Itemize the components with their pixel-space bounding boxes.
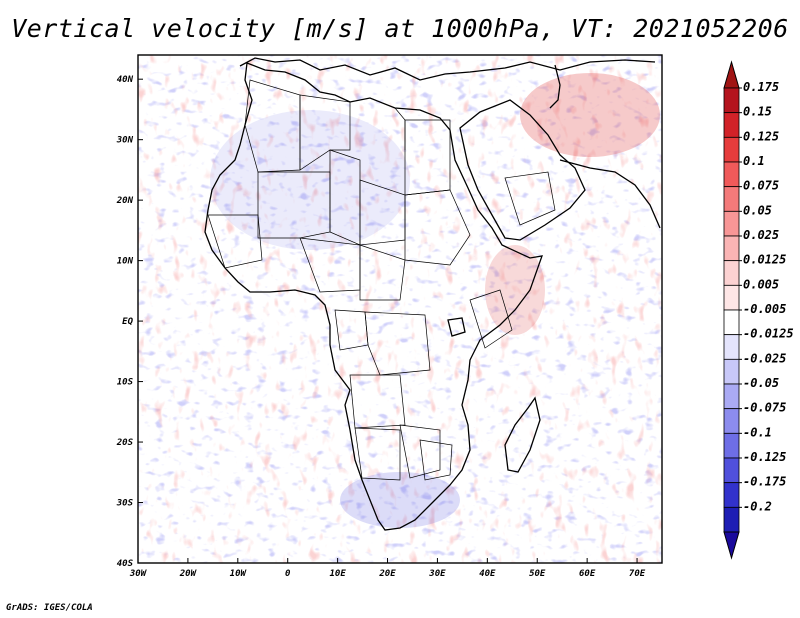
colorbar-label: -0.005 [743,302,786,316]
colorbar-swatch [723,506,740,533]
colorbar-label: -0.1 [743,425,772,439]
colorbar-label: 0.125 [743,129,779,143]
colorbar-label: -0.025 [743,351,786,365]
lat-label: 10N [117,257,134,267]
colorbar: 0.175 0.15 0.125 0.1 0.075 0.05 0.025 0.0125 0.0… [723,60,794,560]
lon-label: 10W [230,569,248,579]
colorbar-label: -0.125 [743,450,786,464]
colorbar-label: -0.0125 [743,327,794,341]
negative-region-sahara [210,110,410,250]
colorbar-swatch [723,432,740,459]
lon-label: 50E [529,569,546,579]
coastline-europe [239,57,656,81]
velocity-field [138,55,662,563]
colorbar-swatch [723,284,740,311]
map-title: Vertical velocity [m/s] at 1000hPa, VT: … [11,14,789,43]
lon-label: 70E [629,569,646,579]
coastline-arabia [459,99,586,241]
colorbar-label: 0.05 [743,203,772,217]
colorbar-swatch [723,161,740,188]
colorbar-label: 0.1 [743,154,765,168]
lat-label: 40S [117,559,134,569]
colorbar-swatch [723,408,740,434]
colorbar-swatch [723,260,740,286]
colorbar-label: -0.075 [743,401,786,415]
lat-label: EQ [122,317,133,327]
coastline-madagascar [504,396,541,473]
colorbar-swatch [723,87,740,114]
lat-label: 40N [117,75,134,85]
lat-label: 10S [117,378,134,388]
colorbar-label: 0.175 [743,80,779,94]
colorbar-swatch [723,482,740,508]
footer-credit: GrADS: IGES/COLA [6,603,93,613]
colorbar-label: -0.175 [743,475,786,489]
lat-label: 30S [116,499,134,509]
lon-label: 20W [179,569,198,579]
lon-label: 60E [579,569,596,579]
latitude-axis: 40N 30N 20N 10N EQ 10S 20S 30S 40S [116,75,143,569]
lon-label: 30E [428,569,446,579]
colorbar-swatch [723,235,740,262]
lat-label: 20S [116,438,134,448]
colorbar-swatch [723,334,740,360]
coastline-south-asia [559,159,661,229]
longitude-axis: 30W 20W 10W 0 10E 20E 30E 40E 50E 60E 70E [129,558,646,579]
colorbar-swatch [723,210,740,237]
colorbar-swatch [723,112,740,138]
lon-label: 10E [329,569,346,579]
negative-region-south-africa [340,472,460,528]
colorbar-swatch [723,358,740,385]
colorbar-label: 0.15 [743,105,772,119]
colorbar-label: -0.2 [743,499,772,513]
lat-label: 30N [116,136,134,146]
country-borders [207,79,556,481]
colorbar-label: 0.005 [743,277,779,291]
colorbar-label: 0.025 [743,228,779,242]
colorbar-label: -0.05 [743,376,779,390]
colorbar-label: 0.0125 [743,253,786,267]
colorbar-bottom-arrow [723,531,740,560]
plot-frame [137,54,663,564]
lon-label: 20E [378,569,396,579]
colorbar-swatch [723,309,740,336]
lat-label: 20N [116,196,134,206]
positive-region-iran [520,73,660,157]
lake-victoria [447,317,466,337]
colorbar-top-arrow [723,60,740,89]
colorbar-swatch [723,457,740,484]
colorbar-label: 0.075 [743,179,779,193]
colorbar-swatch [723,186,740,212]
lon-label: 30W [129,569,148,579]
coastline-caspian [549,64,561,109]
colorbar-swatch [723,383,740,410]
lon-label: 40E [479,569,496,579]
positive-region-somalia [485,245,545,335]
lon-label: 0 [285,569,291,579]
colorbar-swatch [723,136,740,163]
